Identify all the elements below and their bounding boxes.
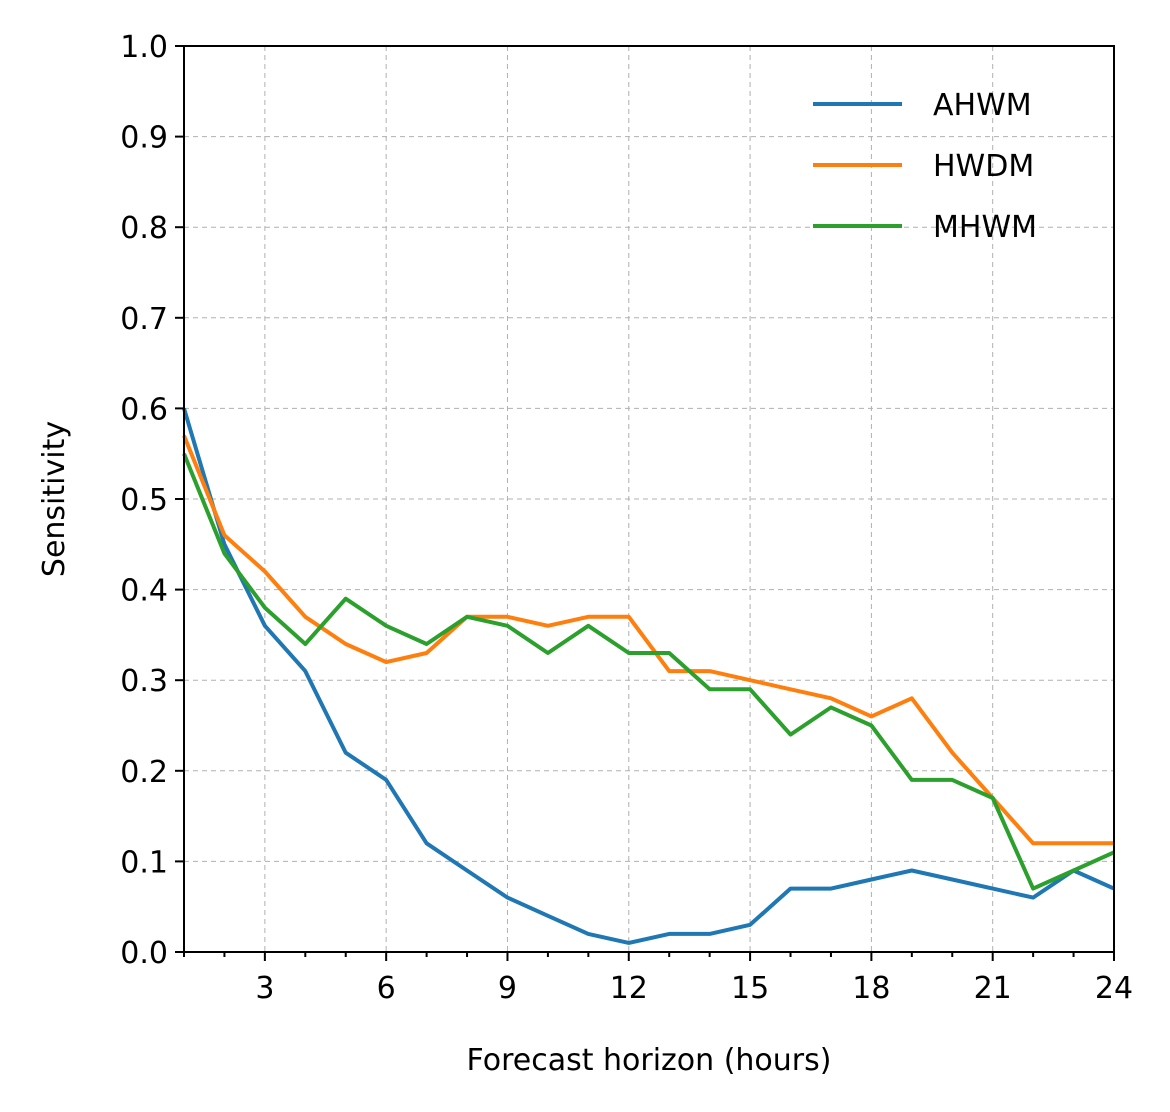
legend-label-hwdm: HWDM	[933, 149, 1034, 184]
y-tick-label: 0.0	[120, 936, 168, 971]
series-line-ahwm	[182, 407, 1115, 945]
y-tick-label: 0.5	[120, 483, 168, 518]
legend-label-ahwm: AHWM	[933, 88, 1032, 123]
series-line-mhwm	[182, 452, 1115, 891]
x-tick-label: 24	[1095, 971, 1133, 1006]
series-line-hwdm	[182, 434, 1114, 846]
y-tick-label: 1.0	[120, 30, 168, 65]
x-tick-label: 18	[852, 971, 890, 1006]
x-tick-label: 6	[377, 971, 396, 1006]
y-axis-label: Sensitivity	[37, 421, 72, 577]
x-tick-label: 15	[731, 971, 769, 1006]
x-axis-label: Forecast horizon (hours)	[467, 1043, 832, 1078]
axis-ticks	[175, 45, 1115, 961]
y-tick-label: 0.9	[120, 121, 168, 156]
y-tick-label: 0.1	[120, 845, 168, 880]
series-lines	[182, 407, 1115, 945]
y-tick-label: 0.2	[120, 755, 168, 790]
x-tick-label: 9	[498, 971, 517, 1006]
y-tick-label: 0.6	[120, 392, 168, 427]
y-tick-label: 0.4	[120, 574, 168, 609]
x-tick-label: 3	[255, 971, 274, 1006]
x-tick-label: 12	[610, 971, 648, 1006]
y-tick-label: 0.8	[120, 211, 168, 246]
y-tick-label: 0.3	[120, 664, 168, 699]
y-tick-label: 0.7	[120, 302, 168, 337]
legend-label-mhwm: MHWM	[933, 210, 1037, 245]
tick-labels: 3 6 9 12 15 18 21 24 0.0 0.1 0.2 0.3 0.4 0.5 0.6 0.7 0.8…	[120, 30, 1133, 1006]
x-tick-label: 21	[974, 971, 1012, 1006]
legend: AHWM HWDM MHWM	[813, 88, 1037, 245]
